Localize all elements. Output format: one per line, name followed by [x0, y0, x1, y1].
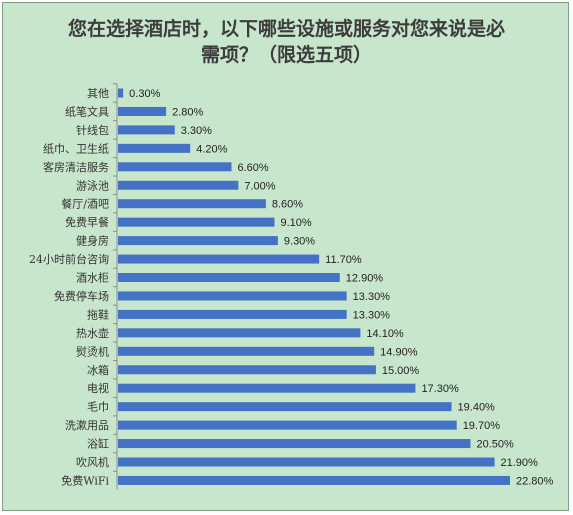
bar: [118, 143, 191, 153]
value-label: 4.20%: [196, 143, 227, 155]
value-label: 20.50%: [476, 439, 514, 451]
bar: [118, 273, 340, 282]
value-label: 11.70%: [325, 254, 362, 266]
bar: [118, 420, 457, 430]
category-label: 免费早餐: [65, 215, 109, 229]
bar: [118, 291, 347, 301]
category-label: 热水壶: [76, 326, 109, 340]
value-label: 9.10%: [280, 217, 311, 229]
chart-title: 您在选择酒店时，以下哪些设施或服务对您来说是必 需项？（限选五项）: [3, 16, 570, 68]
bar: [118, 199, 266, 209]
value-label: 0.30%: [129, 88, 160, 100]
value-label: 2.80%: [172, 106, 203, 118]
value-label: 7.00%: [244, 180, 275, 192]
value-label: 19.70%: [463, 420, 501, 432]
value-label: 3.30%: [181, 125, 212, 137]
bar: [118, 328, 361, 338]
category-label: 24小时前台咨询: [29, 252, 109, 266]
chart-title-line-1: 您在选择酒店时，以下哪些设施或服务对您来说是必: [67, 18, 505, 40]
bar: [118, 254, 320, 264]
bar-chart: 其他 0.30% 纸笔文具 2.80% 针线包 3.30% 纸巾、卫生纸 4.20% 客房清洁服…: [29, 83, 554, 490]
category-label: 电视: [87, 381, 109, 395]
category-label: 浴缸: [87, 437, 109, 451]
value-label: 21.90%: [501, 457, 539, 469]
category-label: 免费WiFi: [61, 473, 109, 487]
bar: [118, 402, 452, 412]
value-label: 6.60%: [237, 162, 268, 174]
category-label: 冰箱: [87, 363, 109, 377]
bar: [118, 180, 239, 190]
chart-title-line-2: 需项？（限选五项）: [200, 44, 372, 66]
bar: [118, 88, 124, 98]
bar: [118, 439, 471, 449]
category-label: 拖鞋: [87, 307, 109, 321]
category-label: 针线包: [76, 123, 109, 137]
category-label: 酒水柜: [76, 272, 109, 285]
category-label: 毛巾: [87, 400, 109, 414]
bar: [118, 457, 495, 467]
value-label: 8.60%: [272, 199, 303, 211]
value-label: 13.30%: [353, 309, 391, 321]
bar: [118, 217, 275, 227]
value-label: 14.10%: [366, 328, 404, 340]
category-label: 健身房: [76, 234, 109, 248]
value-label: 19.40%: [458, 402, 496, 414]
category-label: 洗漱用品: [65, 419, 109, 432]
value-label: 9.30%: [284, 236, 315, 248]
value-label: 12.90%: [346, 273, 384, 285]
value-label: 17.30%: [421, 383, 459, 395]
category-label: 游泳池: [76, 178, 109, 192]
bar: [118, 365, 376, 375]
value-label: 14.90%: [380, 346, 418, 358]
bar: [118, 125, 175, 135]
category-label: 客房清洁服务: [43, 160, 109, 174]
category-label: 其他: [87, 87, 109, 100]
category-label: 纸笔文具: [65, 104, 109, 118]
category-label: 免费停车场: [54, 289, 109, 303]
bar: [118, 383, 416, 393]
value-label: 15.00%: [382, 365, 420, 377]
value-label: 13.30%: [353, 291, 391, 303]
category-label: 纸巾、卫生纸: [43, 141, 109, 155]
bar: [118, 162, 232, 172]
bar: [118, 475, 510, 485]
bar: [118, 106, 167, 116]
bar: [118, 346, 375, 356]
chart-frame: 您在选择酒店时，以下哪些设施或服务对您来说是必 需项？（限选五项） 其他 0.30…: [2, 2, 569, 511]
category-label: 熨烫机: [76, 344, 109, 358]
category-label: 吹风机: [76, 455, 109, 469]
bar: [118, 309, 347, 319]
value-label: 22.80%: [516, 475, 554, 487]
bar: [118, 236, 278, 246]
category-label: 餐厅/酒吧: [61, 197, 109, 211]
